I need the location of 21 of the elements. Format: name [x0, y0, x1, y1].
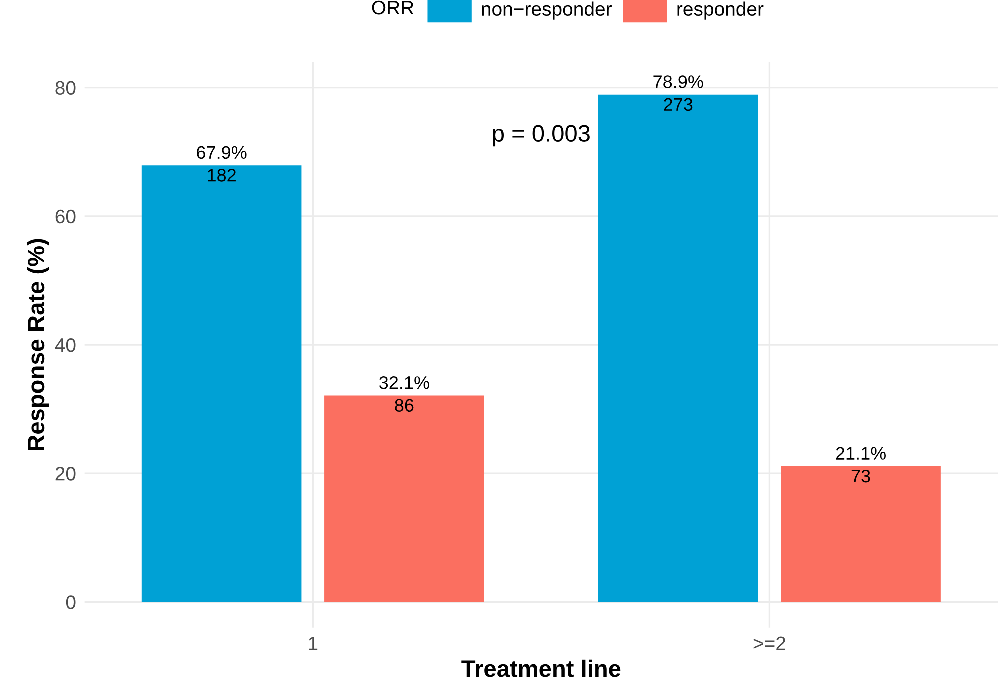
y-tick-label: 40 — [55, 338, 76, 352]
x-tick-label: >=2 — [754, 636, 786, 650]
legend-label: responder — [678, 2, 764, 20]
data-label: 21.1% 73 — [836, 447, 886, 483]
data-label: 78.9% 273 — [654, 76, 704, 112]
annotation: p = 0.003 — [493, 125, 590, 147]
bar — [781, 466, 941, 602]
x-axis-title: Treatment line — [462, 660, 621, 678]
x-tick-label: 1 — [309, 636, 318, 650]
bar — [142, 166, 302, 602]
y-tick-label: 20 — [56, 467, 76, 481]
legend-title: ORR — [372, 0, 414, 15]
y-tick-label: 60 — [56, 210, 76, 224]
data-label: 67.9% 182 — [197, 146, 247, 182]
bar — [598, 94, 758, 602]
y-tick-label: 0 — [66, 596, 76, 610]
legend-label: non−responder — [482, 2, 612, 20]
y-tick-label: 80 — [56, 81, 76, 96]
bar — [324, 396, 484, 602]
y-axis-title: Response Rate (%) — [27, 239, 50, 450]
data-label: 32.1% 86 — [380, 376, 430, 412]
